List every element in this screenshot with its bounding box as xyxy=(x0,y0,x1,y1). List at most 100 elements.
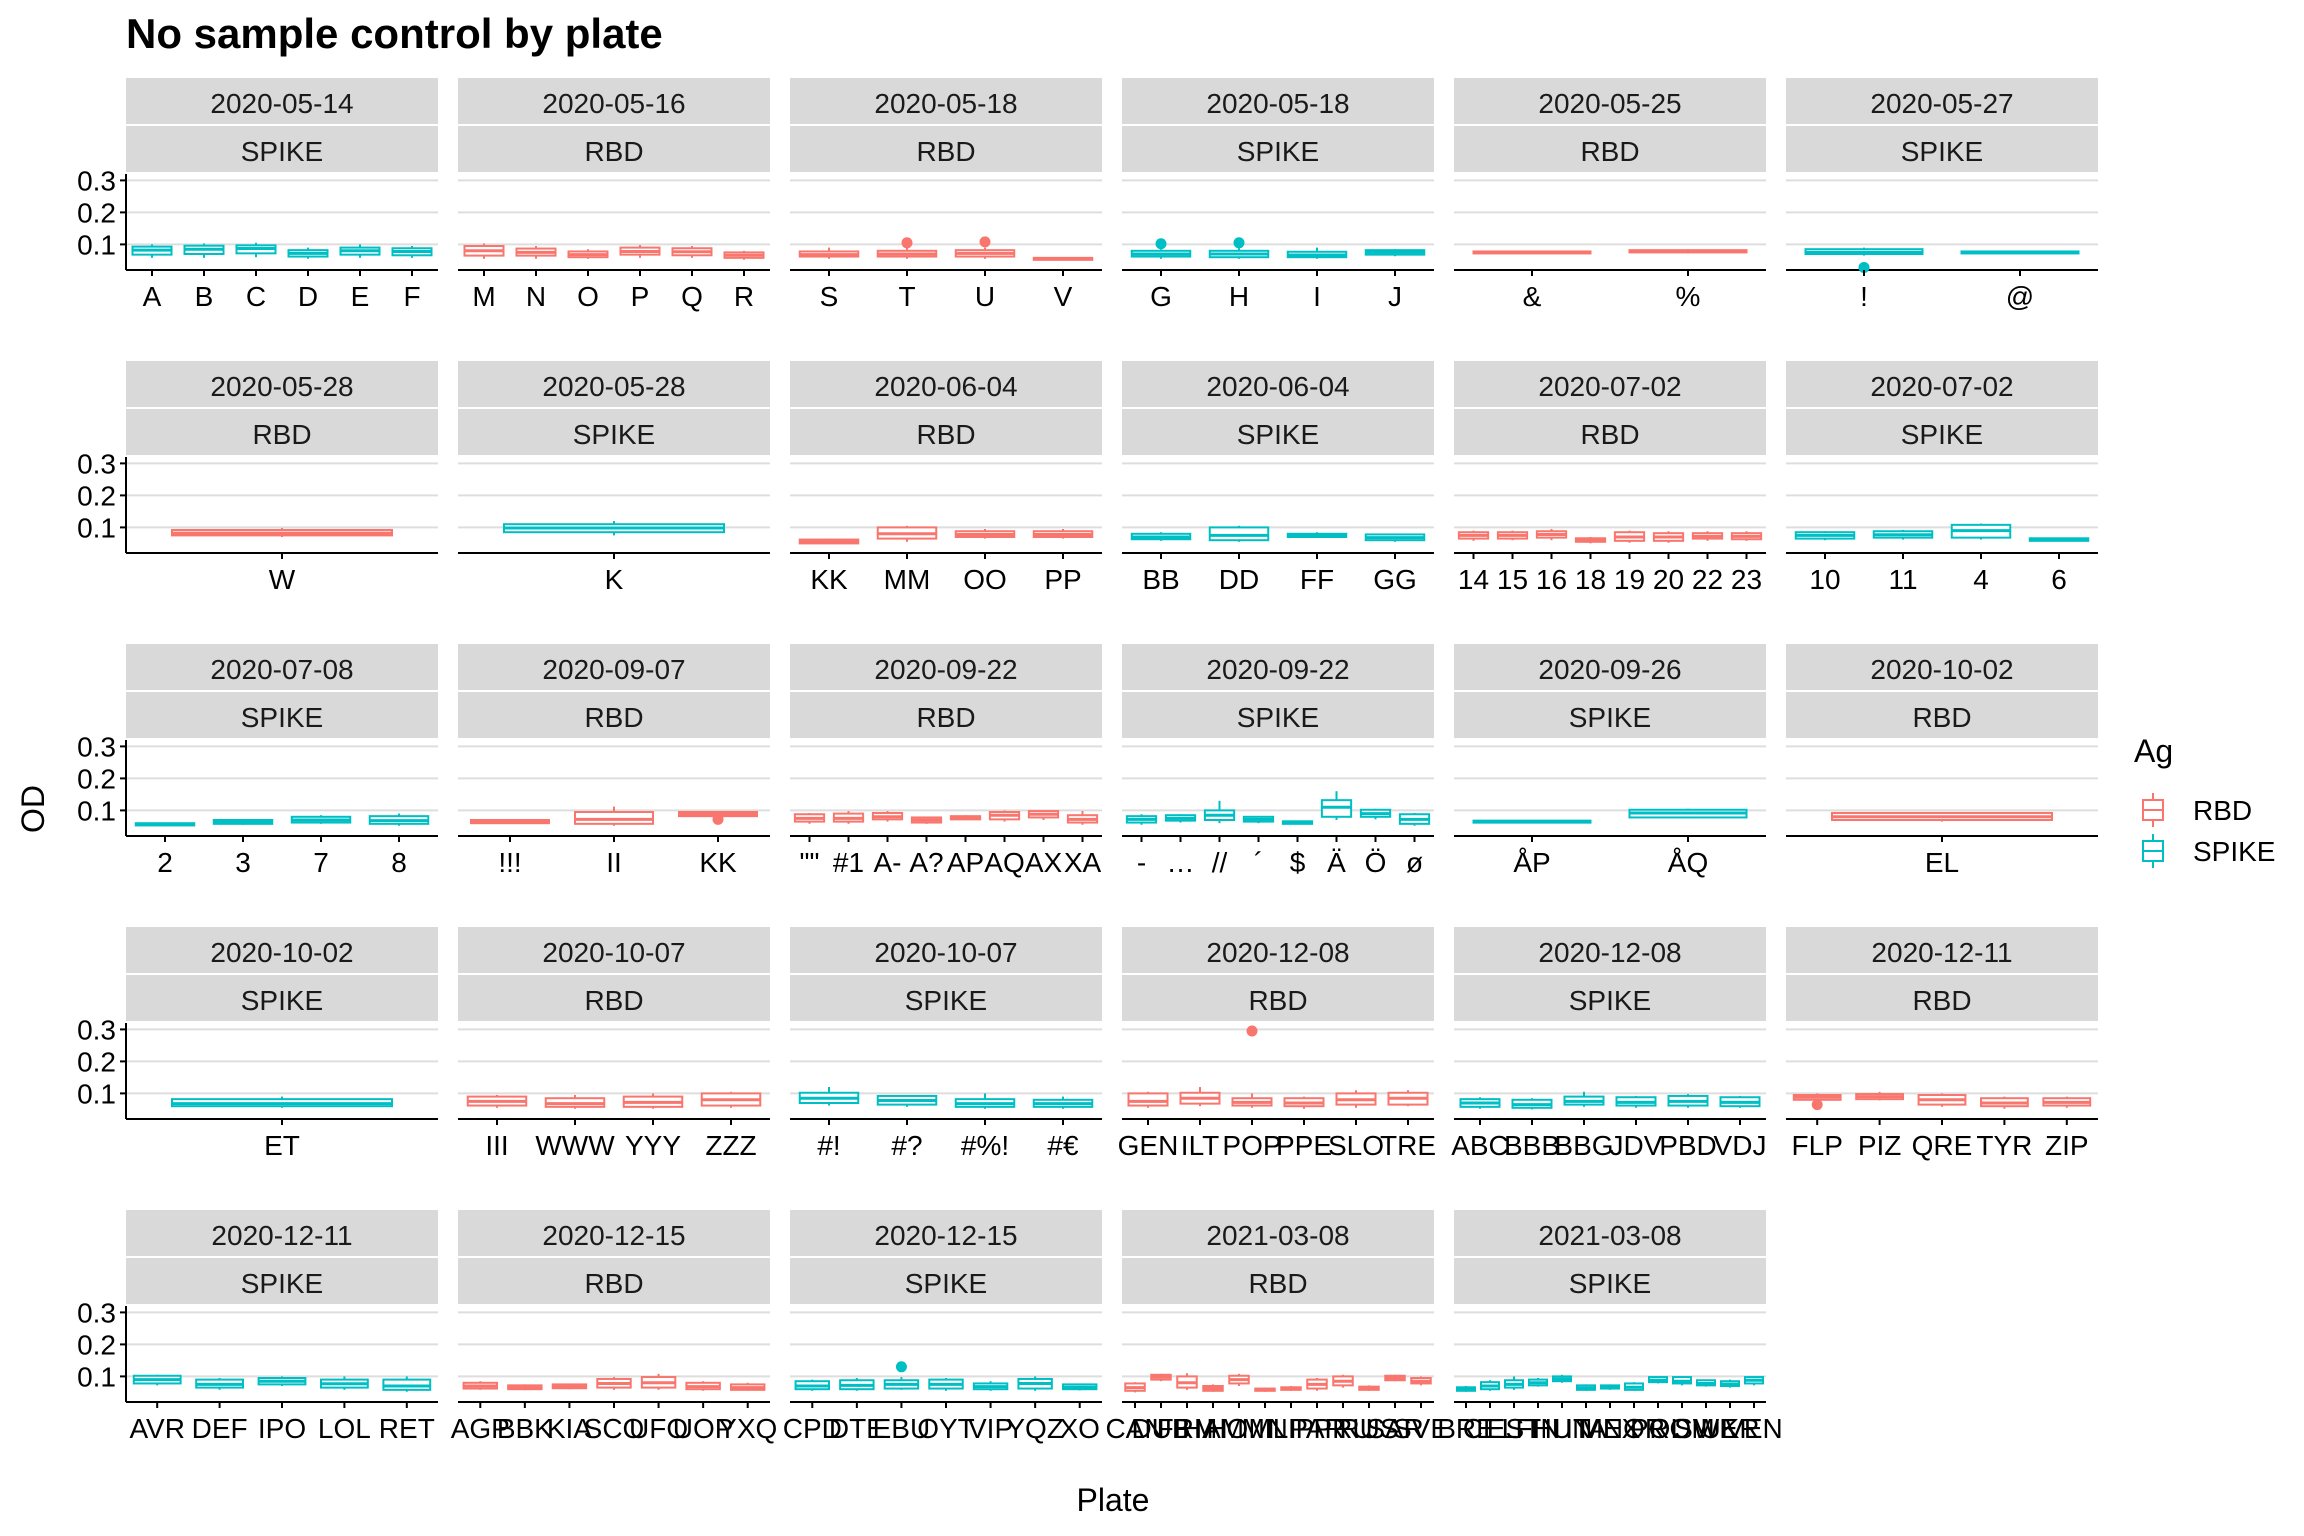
box-spike xyxy=(1744,1376,1764,1386)
box-spike xyxy=(1459,1097,1501,1109)
x-tick-label: SVE xyxy=(1393,1413,1449,1444)
box-spike xyxy=(1320,791,1353,820)
x-tick-label: ZIP xyxy=(2045,1130,2089,1161)
strip-date-label: 2020-05-16 xyxy=(542,88,685,119)
x-tick-label: #! xyxy=(817,1130,840,1161)
box-spike xyxy=(1203,800,1236,824)
strip-date-label: 2021-03-08 xyxy=(1206,1220,1349,1251)
facet-panel: 2020-10-07 RBD III WWW YYY ZZZ xyxy=(458,927,770,1161)
box-spike xyxy=(503,521,725,536)
x-tick-label: - xyxy=(1137,847,1146,878)
box-rbd xyxy=(798,247,860,259)
box-rbd xyxy=(793,812,826,824)
box-spike xyxy=(1511,1098,1553,1110)
box-rbd xyxy=(1574,537,1607,544)
strip-ag-label: SPIKE xyxy=(905,1268,987,1299)
strip-date-label: 2020-07-02 xyxy=(1538,371,1681,402)
strip-ag-label: RBD xyxy=(1912,985,1971,1016)
box-spike xyxy=(1286,247,1348,259)
x-tick-label: ÅQ xyxy=(1668,847,1708,878)
x-tick-label: AP xyxy=(947,847,984,878)
x-tick-label: 6 xyxy=(2051,564,2067,595)
box-spike xyxy=(1164,814,1197,823)
y-tick-label: 0.1 xyxy=(77,1078,116,1109)
box-rbd xyxy=(1176,1373,1198,1390)
box-rbd xyxy=(1027,810,1060,820)
x-tick-label: F xyxy=(403,281,420,312)
x-tick-label: 19 xyxy=(1614,564,1645,595)
x-tick-label: !!! xyxy=(498,847,521,878)
box-rbd xyxy=(574,806,654,826)
x-tick-label: … xyxy=(1167,847,1195,878)
x-tick-label: ø xyxy=(1406,847,1423,878)
box-spike xyxy=(320,1376,369,1390)
box-rbd xyxy=(1855,1091,1904,1101)
y-tick-label: 0.2 xyxy=(77,1329,116,1360)
x-tick-label: III xyxy=(485,1130,508,1161)
y-tick-label: 0.2 xyxy=(77,197,116,228)
x-tick-label: 7 xyxy=(313,847,329,878)
box-rbd xyxy=(1283,1096,1325,1109)
x-tick-label: WWW xyxy=(535,1130,615,1161)
box-rbd xyxy=(1150,1373,1172,1382)
box-spike xyxy=(1032,1096,1094,1109)
strip-ag-label: SPIKE xyxy=(1237,702,1319,733)
x-tick-label: NOR xyxy=(1603,1413,1665,1444)
box-spike xyxy=(1600,1384,1620,1390)
x-tick-label: YQZ xyxy=(1006,1413,1064,1444)
x-tick-label: HOM xyxy=(1206,1413,1271,1444)
box-spike xyxy=(391,246,433,258)
box-spike xyxy=(1804,247,1924,273)
strip-ag-label: SPIKE xyxy=(573,419,655,450)
x-tick-label: POL xyxy=(1630,1413,1686,1444)
facet-panel: 2021-03-08 SPIKE BRECELESTFINHUNITAMEXNORP… xyxy=(1437,1210,1783,1444)
box-rbd xyxy=(1410,1376,1432,1386)
x-tick-label: A? xyxy=(909,847,943,878)
box-rbd xyxy=(1831,811,2053,822)
strip-date-label: 2020-12-11 xyxy=(211,1220,352,1251)
box-rbd xyxy=(507,1384,543,1391)
box-spike xyxy=(1794,531,1856,541)
strip-ag-label: SPIKE xyxy=(905,985,987,1016)
x-tick-label: NIP xyxy=(1268,1413,1315,1444)
x-tick-label: SAR xyxy=(1366,1413,1424,1444)
box-rbd xyxy=(1124,1382,1146,1393)
strip-date-label: 2020-05-28 xyxy=(542,371,685,402)
box-spike xyxy=(287,247,329,259)
box-spike xyxy=(212,819,274,825)
x-tick-label: C xyxy=(246,281,266,312)
strip-date-label: 2020-05-28 xyxy=(210,371,353,402)
strip-date-label: 2020-12-11 xyxy=(1871,937,2012,968)
box-spike xyxy=(257,1376,307,1386)
y-tick-label: 0.3 xyxy=(77,731,116,762)
x-tick-label: UFO xyxy=(629,1413,688,1444)
box-spike xyxy=(883,1361,920,1390)
box-rbd xyxy=(1032,256,1094,261)
x-tick-label: // xyxy=(1212,847,1228,878)
x-tick-label: IPO xyxy=(258,1413,306,1444)
box-spike xyxy=(1208,237,1270,259)
facet-panel: 2020-05-28 RBD 0.10.20.3 W xyxy=(77,361,438,595)
strip-date-label: 2020-12-15 xyxy=(542,1220,685,1251)
box-spike xyxy=(1364,249,1426,257)
x-tick-label: FRM xyxy=(1157,1413,1218,1444)
x-tick-label: EBU xyxy=(873,1413,931,1444)
outlier-point xyxy=(1233,237,1245,249)
box-rbd xyxy=(1652,531,1685,543)
x-tick-label: PRU xyxy=(1313,1413,1372,1444)
x-tick-label: BRE xyxy=(1437,1413,1495,1444)
box-spike xyxy=(1130,532,1192,541)
box-spike xyxy=(1552,1374,1572,1383)
y-tick-label: 0.3 xyxy=(77,1014,116,1045)
box-rbd xyxy=(1387,1090,1429,1107)
x-tick-label: EL xyxy=(1925,847,1959,878)
x-tick-label: HAM xyxy=(1182,1413,1244,1444)
box-body xyxy=(1127,1092,1169,1107)
box-spike xyxy=(972,1381,1009,1391)
box-spike xyxy=(382,1376,432,1392)
box-spike xyxy=(1062,1383,1098,1391)
x-tick-label: PAR xyxy=(1289,1413,1345,1444)
box-rbd xyxy=(1202,1384,1224,1392)
x-tick-label: #%! xyxy=(961,1130,1009,1161)
